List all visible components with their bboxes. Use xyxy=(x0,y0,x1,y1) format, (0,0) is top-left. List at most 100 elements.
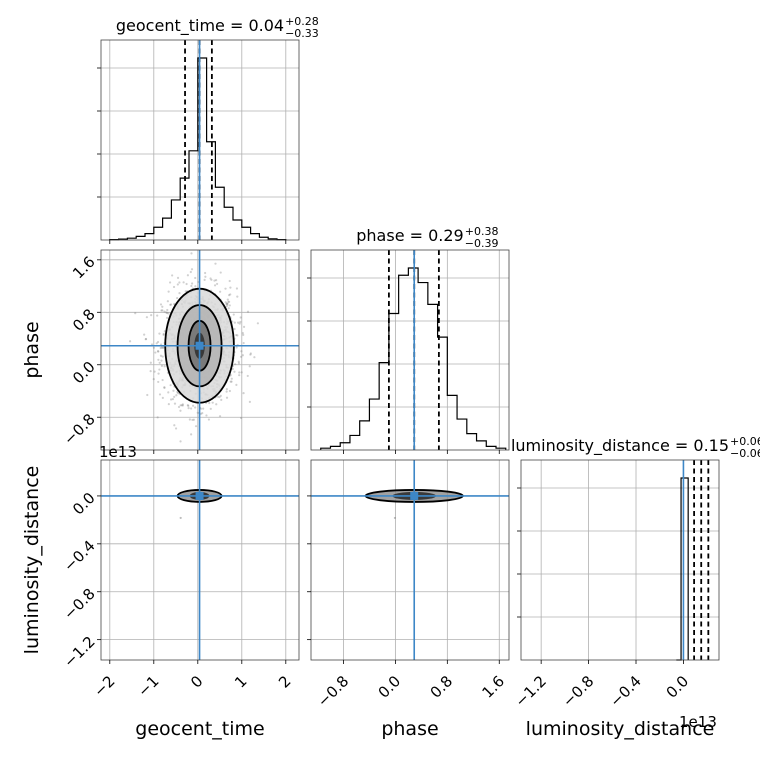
scatter-point xyxy=(165,311,168,314)
scatter-point xyxy=(238,371,241,374)
scatter-point xyxy=(179,516,182,520)
scatter-point xyxy=(161,305,164,308)
scatter-point xyxy=(219,394,222,397)
scatter-point xyxy=(240,416,243,420)
scatter-point xyxy=(227,300,230,303)
scatter-point xyxy=(146,393,149,397)
scatter-point xyxy=(182,281,185,284)
scatter-point xyxy=(209,277,212,280)
scatter-point xyxy=(205,414,208,417)
scatter-point xyxy=(227,307,230,310)
scatter-point xyxy=(225,303,228,306)
x-tick-label-luminosity_distance: 0.0 xyxy=(663,672,693,702)
scatter-point xyxy=(169,398,173,401)
scatter-point xyxy=(161,309,164,312)
scatter-point xyxy=(176,276,180,279)
scatter-point xyxy=(242,325,246,328)
scatter-point xyxy=(166,308,169,312)
scatter-point xyxy=(237,362,241,365)
scatter-point xyxy=(187,407,190,410)
scatter-point xyxy=(167,402,170,406)
scatter-point xyxy=(194,276,197,280)
scatter-point xyxy=(144,337,148,341)
scatter-point xyxy=(157,380,160,384)
scatter-point xyxy=(233,321,236,324)
scatter-point xyxy=(235,383,238,386)
scatter-point xyxy=(161,346,164,349)
scatter-point xyxy=(192,418,195,421)
scatter-point xyxy=(239,316,242,319)
scatter-point xyxy=(158,332,161,335)
scatter-point xyxy=(153,370,156,373)
scatter-point xyxy=(134,312,137,315)
scatter-point xyxy=(201,412,204,415)
x-tick-label-phase: 1.6 xyxy=(478,672,508,702)
scatter-point xyxy=(176,296,179,300)
scatter-point xyxy=(172,285,176,289)
scatter-point xyxy=(226,298,229,301)
x-tick-label-phase: 0.8 xyxy=(427,672,457,702)
scatter-point xyxy=(246,374,249,378)
scatter-point xyxy=(178,281,181,284)
scatter-point xyxy=(189,407,193,410)
scatter-point xyxy=(216,395,219,398)
scatter-point xyxy=(190,433,193,436)
scatter-point xyxy=(224,301,227,304)
y-tick-label-luminosity_distance: −0.4 xyxy=(60,537,98,575)
diag-panel-phase: phase = 0.29 +0.38−0.39 xyxy=(307,225,510,454)
title-upper-error: +0.38 xyxy=(465,225,499,238)
scatter-point xyxy=(231,367,234,371)
scatter-point xyxy=(215,403,218,406)
scatter-point xyxy=(190,284,193,288)
x-tick-label-luminosity_distance: −0.8 xyxy=(559,672,597,710)
scatter-point xyxy=(169,303,173,306)
title-upper-error: +0.28 xyxy=(285,15,319,28)
scatter-point xyxy=(232,313,235,316)
scatter-point xyxy=(241,331,244,335)
axes-frame xyxy=(520,459,720,661)
scatter-point xyxy=(209,407,212,410)
scatter-point xyxy=(239,355,243,358)
y-tick-label-luminosity_distance: 0.0 xyxy=(69,489,99,519)
scatter-point xyxy=(219,271,222,274)
scatter-point xyxy=(211,401,214,404)
scatter-point xyxy=(229,380,232,383)
scatter-point xyxy=(162,333,165,336)
y-axis-label-phase: phase xyxy=(21,321,43,378)
x-tick-label-phase: −0.8 xyxy=(314,672,352,710)
panel-title-luminosity_distance: luminosity_distance = 0.15 xyxy=(511,436,729,456)
scatter-point xyxy=(157,350,160,353)
scatter-point xyxy=(220,398,223,401)
scatter-point xyxy=(226,302,229,306)
scatter-point xyxy=(160,346,163,349)
x-offset-text: 1e13 xyxy=(679,713,717,731)
scatter-point xyxy=(160,359,163,362)
scatter-point xyxy=(226,304,229,307)
scatter-point xyxy=(215,282,219,286)
scatter-point xyxy=(189,270,192,274)
scatter-point xyxy=(166,300,169,303)
scatter-point xyxy=(178,291,181,295)
scatter-point xyxy=(225,302,228,305)
scatter-point xyxy=(192,404,195,407)
scatter-point xyxy=(188,418,191,421)
diag-panel-luminosity_distance: luminosity_distance = 0.15+0.06−0.06 xyxy=(511,435,760,664)
scatter-point xyxy=(143,333,146,336)
scatter-point xyxy=(204,271,207,275)
scatter-point xyxy=(155,342,158,345)
scatter-point xyxy=(213,284,217,287)
scatter-point xyxy=(235,287,239,290)
scatter-point xyxy=(169,384,172,387)
scatter-point xyxy=(215,278,218,282)
scatter-point xyxy=(213,279,216,282)
scatter-point xyxy=(249,353,252,356)
scatter-point xyxy=(239,320,242,324)
axes-frame xyxy=(310,459,510,661)
scatter-point xyxy=(207,418,211,421)
scatter-point xyxy=(175,394,178,397)
scatter-point xyxy=(225,388,228,391)
scatter-point xyxy=(156,340,160,344)
scatter-point xyxy=(228,294,231,297)
scatter-point xyxy=(172,389,175,392)
